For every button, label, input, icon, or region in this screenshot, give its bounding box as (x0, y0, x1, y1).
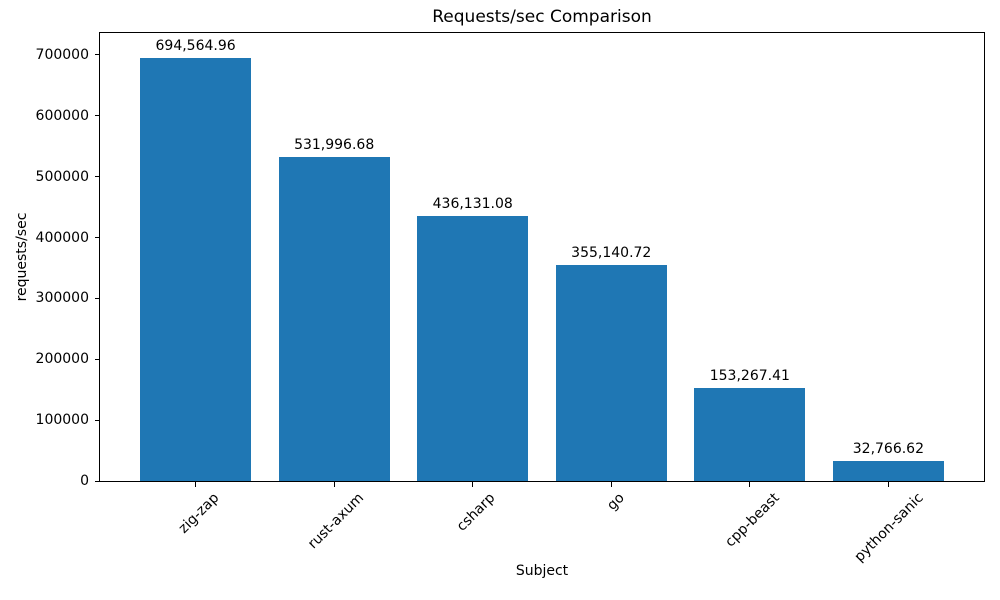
y-tick-mark (95, 115, 100, 117)
bar-go (555, 264, 667, 481)
plot-area (99, 32, 985, 482)
x-tick-mark (610, 482, 612, 487)
y-tick-label: 400000 (35, 229, 89, 246)
chart-title: Requests/sec Comparison (432, 7, 652, 27)
y-tick-mark (95, 297, 100, 299)
y-tick-mark (95, 358, 100, 360)
y-tick-mark (95, 419, 100, 421)
x-tick-label: csharp (453, 490, 499, 535)
x-tick-mark (333, 482, 335, 487)
y-tick-mark (95, 237, 100, 239)
x-axis-label: Subject (515, 563, 569, 579)
y-tick-label: 0 (80, 473, 89, 489)
bar-python-sanic (832, 461, 944, 481)
y-axis-label: requests/sec (14, 212, 30, 302)
x-tick-mark (749, 482, 751, 487)
y-tick-label: 600000 (35, 107, 89, 124)
x-tick-label: go (604, 490, 629, 514)
bar-value-label: 355,140.72 (571, 244, 652, 261)
y-tick-mark (95, 176, 100, 178)
bar-value-label: 32,766.62 (852, 441, 925, 458)
x-tick-mark (195, 482, 197, 487)
x-tick-mark (472, 482, 474, 487)
x-tick-label: cpp-beast (721, 490, 783, 551)
bar-csharp (417, 215, 529, 481)
y-tick-mark (95, 54, 100, 56)
bar-value-label: 694,564.96 (155, 38, 236, 55)
x-tick-label: zig-zap (175, 490, 222, 537)
bar-cpp-beast (694, 387, 806, 481)
y-tick-label: 100000 (35, 412, 89, 429)
y-tick-label: 200000 (35, 351, 89, 368)
y-tick-label: 700000 (35, 46, 89, 63)
x-tick-label: python-sanic (851, 490, 928, 566)
y-tick-label: 300000 (35, 290, 89, 307)
x-tick-label: rust-axum (304, 490, 367, 553)
bar-value-label: 153,267.41 (709, 367, 790, 384)
bar-rust-axum (278, 157, 390, 481)
bar-value-label: 531,996.68 (294, 137, 375, 154)
x-tick-mark (887, 482, 889, 487)
y-tick-label: 500000 (35, 168, 89, 185)
bar-zig-zap (140, 58, 252, 481)
y-tick-mark (95, 480, 100, 482)
bar-value-label: 436,131.08 (432, 195, 513, 212)
